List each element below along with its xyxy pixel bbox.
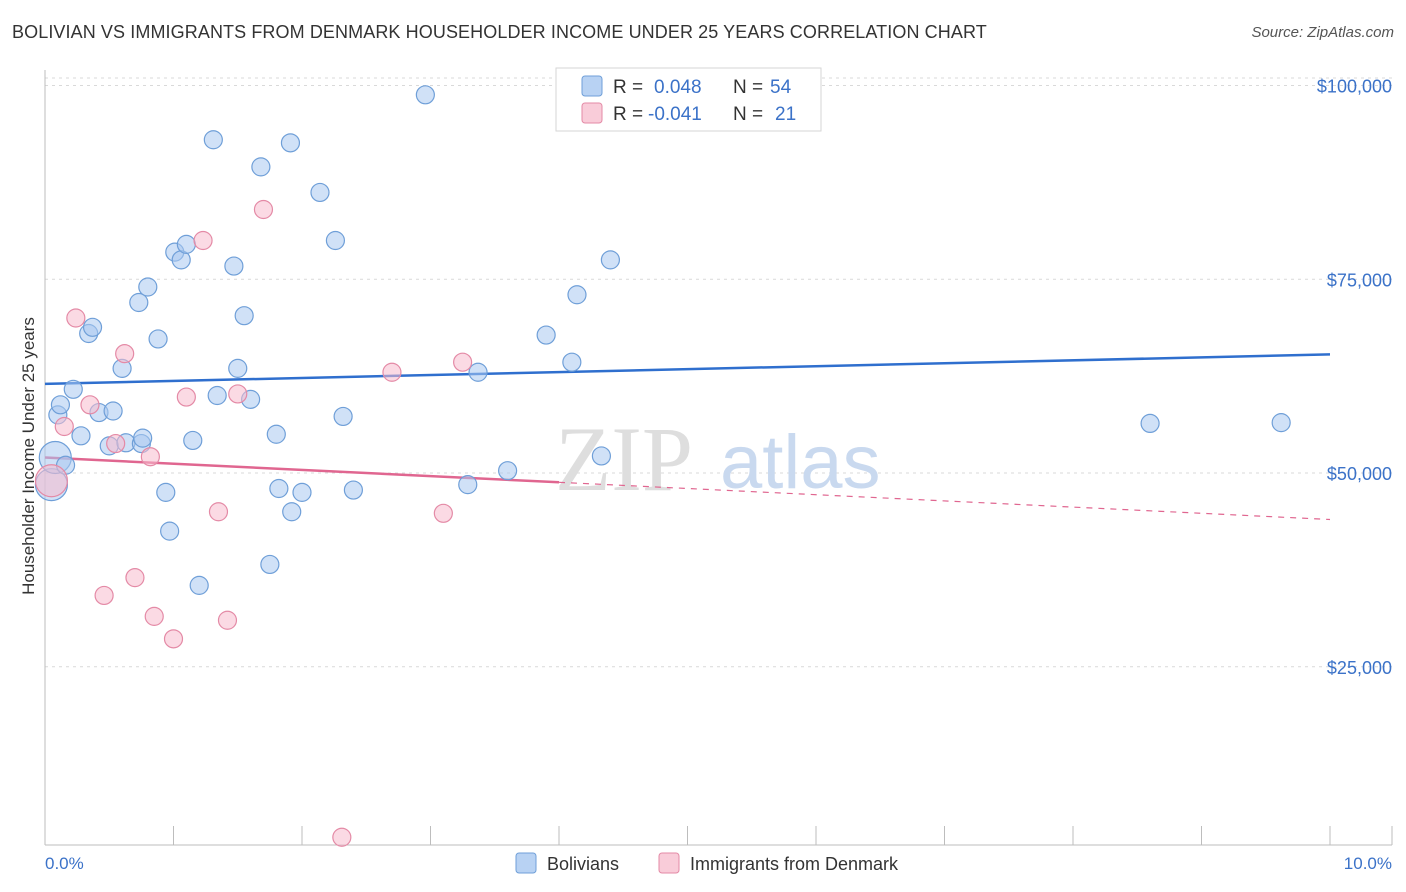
y-tick-label: $100,000 bbox=[1317, 77, 1392, 97]
bolivians-point bbox=[160, 521, 180, 541]
denmark-point bbox=[176, 387, 196, 407]
axes bbox=[44, 70, 1393, 846]
bolivians-point bbox=[63, 379, 83, 399]
legend-denmark-label: Immigrants from Denmark bbox=[690, 854, 899, 874]
bolivians-point bbox=[269, 478, 289, 499]
bolivians-point bbox=[260, 554, 280, 575]
denmark-point bbox=[228, 384, 248, 404]
bolivians-point bbox=[498, 461, 518, 481]
bolivians-point bbox=[591, 446, 612, 466]
denmark-point bbox=[382, 362, 402, 382]
bolivians-point bbox=[458, 475, 478, 495]
bolivians-point bbox=[82, 317, 103, 337]
bolivians-point bbox=[207, 385, 227, 406]
denmark-swatch bbox=[581, 102, 603, 124]
y-tick-label: $75,000 bbox=[1327, 270, 1392, 290]
n-value-denmark: 21 bbox=[775, 104, 796, 125]
watermark-atlas: atlas bbox=[720, 420, 881, 505]
n-label-2: N = bbox=[733, 104, 763, 125]
grid-lines bbox=[45, 77, 1392, 668]
chart-title: BOLIVIAN VS IMMIGRANTS FROM DENMARK HOUS… bbox=[12, 22, 987, 42]
n-value-bolivians: 54 bbox=[770, 77, 792, 98]
bolivians-point bbox=[71, 426, 91, 446]
bolivians-point bbox=[562, 352, 582, 372]
denmark-point bbox=[253, 199, 274, 220]
series-legend: Bolivians Immigrants from Denmark bbox=[515, 852, 899, 874]
bolivians-point bbox=[325, 230, 346, 251]
legend-bolivians-label: Bolivians bbox=[547, 854, 619, 874]
denmark-point bbox=[163, 629, 184, 649]
x-tick-label: 10.0% bbox=[1344, 854, 1392, 873]
bolivians-point bbox=[234, 306, 254, 326]
bolivians-point bbox=[203, 130, 223, 150]
denmark-point bbox=[94, 585, 114, 606]
bolivians-point bbox=[600, 250, 621, 270]
n-label-1: N = bbox=[733, 77, 763, 98]
bolivians-point bbox=[183, 430, 203, 451]
bolivians-point bbox=[468, 362, 488, 382]
bolivians-point bbox=[138, 277, 158, 297]
denmark-point bbox=[140, 447, 160, 467]
denmark-point bbox=[453, 352, 473, 372]
denmark-point bbox=[106, 433, 126, 454]
denmark-point bbox=[80, 395, 100, 415]
bolivians-point bbox=[228, 358, 248, 378]
bolivians-point bbox=[266, 424, 286, 444]
bolivians-point bbox=[567, 285, 587, 305]
denmark-point bbox=[144, 606, 164, 626]
source-label: Source: ZipAtlas.com bbox=[1251, 24, 1394, 41]
denmark-point bbox=[34, 464, 69, 498]
x-tick-labels: 0.0% 10.0% bbox=[45, 854, 1392, 873]
denmark-point bbox=[115, 344, 135, 364]
y-tick-label: $50,000 bbox=[1327, 464, 1392, 484]
denmark-point bbox=[217, 610, 238, 630]
r-value-bolivians: 0.048 bbox=[654, 77, 702, 98]
y-axis-label: Householder Income Under 25 years bbox=[19, 317, 38, 595]
y-tick-labels: $25,000 $50,000 $75,000 $100,000 bbox=[1317, 77, 1392, 678]
denmark-point bbox=[66, 308, 86, 328]
r-value-denmark: -0.041 bbox=[648, 104, 702, 125]
bolivians-point bbox=[251, 157, 271, 177]
bolivians-point bbox=[1140, 413, 1160, 433]
y-tick-label: $25,000 bbox=[1327, 658, 1392, 678]
r-label-2: R = bbox=[613, 104, 643, 125]
bolivians-point bbox=[310, 182, 330, 203]
denmark-trend-extension bbox=[558, 481, 1331, 521]
bolivians-point bbox=[103, 401, 123, 421]
bolivians-point bbox=[176, 234, 196, 254]
bolivians-point bbox=[148, 329, 168, 349]
bolivians-point bbox=[292, 482, 312, 502]
legend-denmark-swatch bbox=[658, 852, 680, 874]
x-tick-label: 0.0% bbox=[45, 854, 84, 873]
bolivians-point bbox=[333, 406, 353, 427]
bolivians-point bbox=[415, 85, 435, 105]
bolivians-swatch bbox=[581, 75, 603, 97]
denmark-trend-line bbox=[44, 456, 560, 484]
stats-legend: R = 0.048 N = 54 R = -0.041 N = 21 bbox=[555, 67, 822, 132]
bolivians-point bbox=[189, 575, 209, 595]
denmark-point bbox=[433, 503, 453, 523]
r-label-1: R = bbox=[613, 77, 643, 98]
bolivians-point bbox=[50, 395, 71, 415]
bolivians-point bbox=[343, 480, 363, 500]
bolivians-point bbox=[282, 502, 302, 522]
bolivians-point bbox=[280, 133, 301, 153]
bolivians-point bbox=[224, 256, 244, 276]
bolivians-point bbox=[156, 482, 176, 502]
bolivians-point bbox=[1271, 413, 1291, 433]
denmark-point bbox=[125, 568, 145, 588]
denmark-point bbox=[54, 416, 74, 437]
denmark-point bbox=[208, 502, 229, 522]
watermark: ZIP atlas bbox=[555, 408, 881, 510]
bolivians-point bbox=[133, 428, 153, 448]
bolivians-point bbox=[536, 325, 556, 345]
denmark-point bbox=[332, 827, 352, 847]
bolivians-point bbox=[129, 292, 149, 313]
watermark-zip: ZIP bbox=[555, 408, 693, 510]
denmark-point bbox=[193, 230, 213, 251]
bolivians-trend-line bbox=[44, 353, 1331, 386]
legend-bolivians-swatch bbox=[515, 852, 537, 874]
data-points bbox=[34, 85, 1291, 847]
